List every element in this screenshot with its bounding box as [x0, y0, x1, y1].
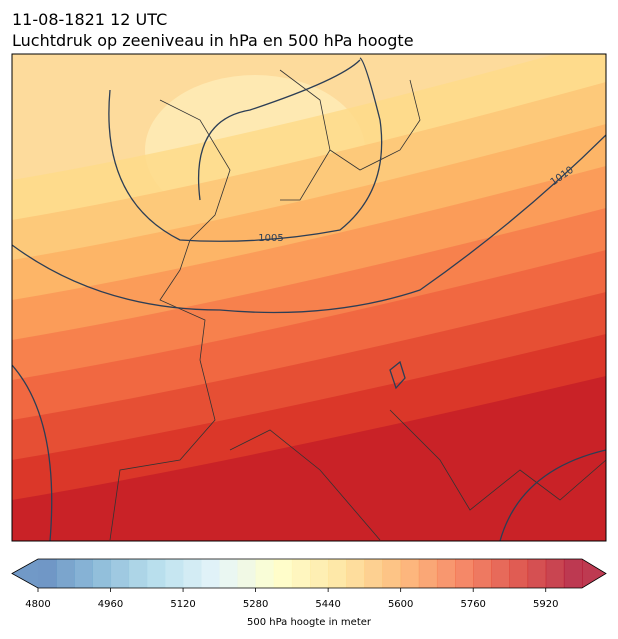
colorbar-segment	[110, 559, 130, 588]
colorbar-segment	[255, 559, 275, 588]
colorbar: 4800 4960 5120 5280 5440 5600 5760 5920	[11, 558, 607, 610]
colorbar-extend	[582, 559, 606, 588]
contour-label: 1005	[258, 233, 283, 244]
colorbar-segment	[201, 559, 220, 588]
colorbar-label: 500 hPa hoogte in meter	[247, 617, 372, 628]
map	[12, 54, 606, 541]
isobar	[499, 449, 606, 541]
colorbar-segment	[563, 559, 583, 588]
colorbar-segment	[527, 559, 547, 588]
colorbar-segment	[164, 559, 184, 588]
colorbar-segment	[237, 559, 257, 588]
isobar	[197, 59, 361, 201]
colorbar-segment	[146, 559, 166, 588]
colorbar-tick-label: 5760	[460, 599, 485, 610]
colorbar-segment	[92, 559, 112, 588]
colorbar-segment	[38, 559, 57, 588]
colorbar-tick-label: 5440	[315, 599, 340, 610]
colorbar-segment	[364, 559, 384, 588]
colorbar-segment	[418, 559, 438, 588]
colorbar-segment	[473, 559, 492, 588]
colorbar-segment	[436, 559, 456, 588]
colorbar-tick-label: 5120	[170, 599, 195, 610]
colorbar-segment	[273, 559, 293, 588]
colorbar-extend	[12, 559, 38, 588]
title-line: Luchtdruk op zeeniveau in hPa en 500 hPa…	[12, 31, 414, 50]
colorbar-segment	[491, 559, 510, 588]
colorbar-segment	[509, 559, 529, 588]
colorbar-segment	[328, 559, 347, 588]
isobar	[12, 364, 53, 541]
colorbar-segment	[382, 559, 402, 588]
colorbar-tick-label: 4800	[25, 599, 50, 610]
colorbar-segment	[183, 559, 202, 588]
isobar	[12, 134, 606, 314]
colorbar-segment	[128, 559, 148, 588]
colorbar-segment	[56, 559, 75, 588]
colorbar-segment	[74, 559, 93, 588]
colorbar-segment	[310, 559, 329, 588]
coastline	[109, 99, 231, 541]
title-line: 11-08-1821 12 UTC	[12, 10, 167, 29]
colorbar-tick-label: 5600	[388, 599, 413, 610]
coastline	[229, 409, 606, 541]
colorbar-tick-label: 4960	[98, 599, 123, 610]
height-band	[12, 376, 606, 541]
colorbar-segment	[219, 559, 238, 588]
map-frame	[11, 53, 607, 542]
colorbar-tick-label: 5280	[243, 599, 268, 610]
colorbar-segment	[346, 559, 365, 588]
isobar	[108, 57, 383, 242]
colorbar-segment	[291, 559, 311, 588]
colorbar-tick-label: 5920	[533, 599, 558, 610]
colorbar-segment	[545, 559, 565, 588]
isobar	[389, 360, 406, 390]
colorbar-segment	[455, 559, 474, 588]
colorbar-segment	[400, 559, 420, 588]
